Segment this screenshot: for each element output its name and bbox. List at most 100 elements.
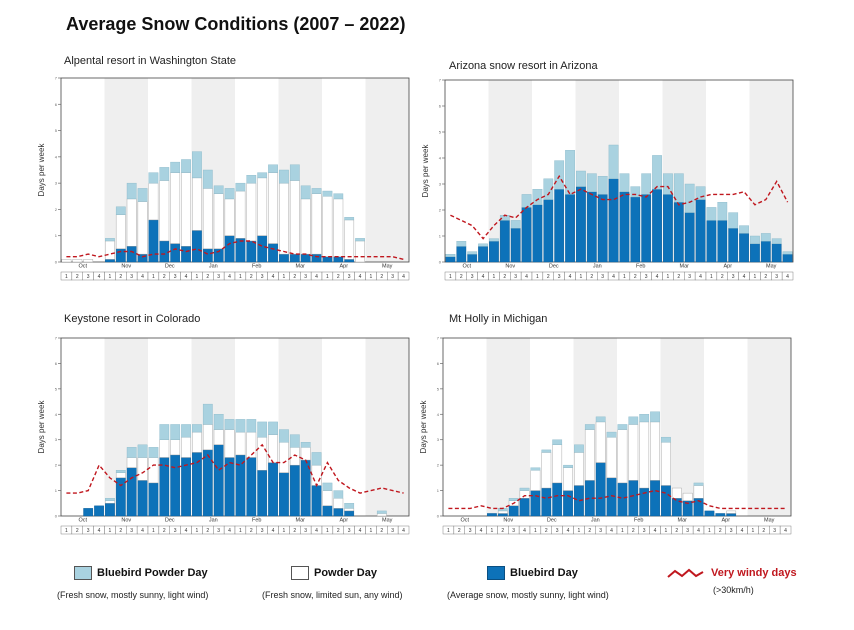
y-tick-label: 4 <box>55 412 58 417</box>
powder-day-bar <box>322 196 333 257</box>
week-label: 2 <box>458 528 461 534</box>
powder-day-bar <box>137 457 148 481</box>
powder-day-bar <box>541 452 552 489</box>
bluebird-day-bar <box>105 259 115 263</box>
month-label: Nov <box>121 518 131 524</box>
bluebird-day-bar <box>608 178 619 263</box>
month-label: Oct <box>78 264 87 270</box>
bluebird-powder-day-bar <box>289 434 300 448</box>
y-tick-label: 2 <box>437 463 440 468</box>
month-band-nov <box>486 338 530 516</box>
bluebird-powder-day-bar <box>376 510 387 514</box>
month-label: Jan <box>591 518 600 524</box>
bluebird-day-bar <box>750 243 760 263</box>
powder-day-bar <box>289 180 300 255</box>
month-label: Oct <box>462 264 471 270</box>
bluebird-day-bar <box>289 464 300 517</box>
month-label: Jan <box>593 264 602 270</box>
bluebird-day-swatch <box>487 566 505 580</box>
legend-label-very-windy-days: Very windy days <box>711 567 797 579</box>
bluebird-day-bar <box>519 497 530 517</box>
month-band-may <box>365 78 409 262</box>
powder-day-bar <box>693 485 704 499</box>
bluebird-day-bar <box>530 490 541 517</box>
bluebird-day-bar <box>706 220 717 263</box>
bluebird-powder-day-bar <box>289 164 300 181</box>
week-label: 2 <box>460 274 463 280</box>
bluebird-day-bar <box>532 204 543 263</box>
powder-day-bar <box>148 457 159 484</box>
month-label: May <box>766 264 777 270</box>
week-label: 3 <box>130 274 133 280</box>
bluebird-day-bar <box>771 243 782 263</box>
week-label: 2 <box>634 274 637 280</box>
bluebird-day-bar <box>445 256 456 263</box>
week-label: 3 <box>599 528 602 534</box>
bluebird-powder-day-bar <box>760 233 771 242</box>
powder-day-bar <box>671 487 682 499</box>
week-label: 4 <box>315 274 318 280</box>
chart-title-mt-holly: Mt Holly in Michigan <box>449 313 548 325</box>
week-label: 4 <box>185 528 188 534</box>
bluebird-day-bar <box>650 480 660 517</box>
very-windy-days-line <box>66 443 404 494</box>
week-label: 1 <box>578 528 581 534</box>
week-label: 4 <box>654 528 657 534</box>
week-label: 2 <box>119 528 122 534</box>
y-tick-label: 7 <box>55 336 58 341</box>
week-label: 2 <box>163 528 166 534</box>
legend-desc-bluebird-powder-day: (Fresh snow, mostly sunny, light wind) <box>57 590 209 600</box>
month-label: Dec <box>547 518 557 524</box>
bluebird-powder-day-bar <box>257 172 268 179</box>
y-tick-label: 3 <box>55 181 58 186</box>
bluebird-powder-day-bar <box>584 424 595 430</box>
bluebird-powder-day-bar <box>235 419 246 433</box>
powder-day-bar <box>376 513 387 517</box>
y-tick-label: 3 <box>437 437 440 442</box>
bluebird-powder-day-bar <box>311 188 322 194</box>
bluebird-powder-day-bar <box>279 429 289 443</box>
bluebird-powder-day-bar <box>159 167 170 181</box>
bluebird-day-bar <box>510 227 521 263</box>
powder-day-bar <box>126 457 137 468</box>
bluebird-powder-day-bar <box>728 212 739 229</box>
y-tick-label: 1 <box>55 233 58 238</box>
powder-day-bar <box>497 510 508 514</box>
bluebird-day-bar <box>126 467 137 517</box>
week-label: 4 <box>185 274 188 280</box>
week-label: 2 <box>250 528 253 534</box>
bluebird-day-bar <box>630 196 641 263</box>
bluebird-day-bar <box>521 207 532 263</box>
month-label: Mar <box>680 264 690 270</box>
bluebird-powder-day-bar <box>311 452 322 466</box>
week-label: 3 <box>217 274 220 280</box>
week-label: 1 <box>152 274 155 280</box>
bluebird-powder-day-bar <box>322 190 333 197</box>
bluebird-powder-day-bar <box>181 159 191 173</box>
powder-day-bar <box>115 214 126 250</box>
powder-day-bar <box>355 240 365 263</box>
week-label: 4 <box>228 274 231 280</box>
chart-mt-holly: 0 1 2 3 4 5 6 7 Days per week Oct Nov Dec Jan Feb Mar A… <box>419 336 792 535</box>
month-label: Apr <box>339 264 348 270</box>
powder-day-bar <box>311 193 322 255</box>
bluebird-powder-day-bar <box>137 444 148 458</box>
bluebird-day-bar <box>478 246 488 263</box>
bluebird-powder-day-bar <box>782 251 793 255</box>
powder-day-bar <box>726 510 737 514</box>
bluebird-powder-day-bar <box>652 155 662 190</box>
powder-day-bar <box>213 429 224 445</box>
week-label: 1 <box>534 528 537 534</box>
bluebird-powder-day-bar <box>235 182 246 192</box>
week-label: 2 <box>721 274 724 280</box>
bluebird-powder-day-bar <box>510 220 521 229</box>
bluebird-powder-day-bar <box>268 164 278 173</box>
bluebird-day-bar <box>83 508 94 517</box>
bluebird-powder-day-bar <box>115 470 126 473</box>
bluebird-powder-day-bar <box>628 416 639 425</box>
bluebird-day-bar <box>661 485 671 517</box>
bluebird-powder-day-bar <box>170 161 181 173</box>
bluebird-day-bar <box>628 480 639 517</box>
week-label: 1 <box>65 528 68 534</box>
bluebird-day-bar <box>268 462 278 517</box>
